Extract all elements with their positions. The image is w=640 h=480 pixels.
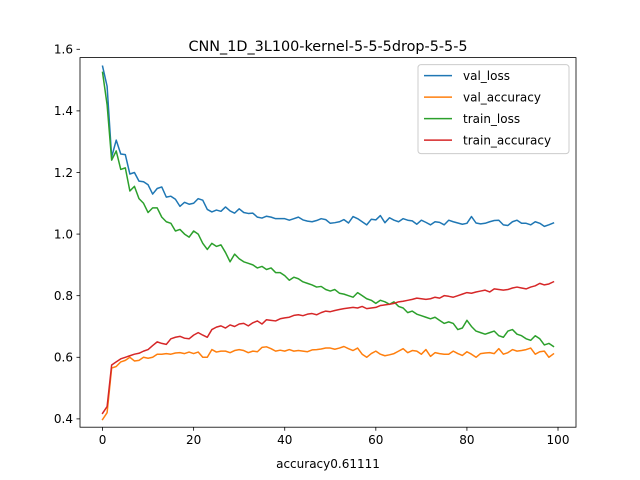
x-tick-label: 60 <box>368 433 383 447</box>
x-axis-ticks: 0 20 40 60 80 100 <box>99 427 570 447</box>
series-line-train-accuracy <box>101 280 555 415</box>
series-lines <box>101 65 555 421</box>
x-axis-label: accuracy0.61111 <box>276 457 380 471</box>
y-tick-label: 1.6 <box>54 43 73 57</box>
series-line-val-accuracy <box>101 345 555 421</box>
legend-label-train-loss: train_loss <box>463 112 520 126</box>
plot-frame <box>79 57 577 428</box>
chart-title: CNN_1D_3L100-kernel-5-5-5drop-5-5-5 <box>188 39 467 55</box>
legend: val_loss val_accuracy train_loss train_accu… <box>417 64 570 155</box>
x-tick-label: 100 <box>547 433 570 447</box>
x-tick-label: 0 <box>99 433 107 447</box>
legend-label-train-accuracy: train_accuracy <box>463 133 551 147</box>
series-line-val-loss <box>101 65 555 228</box>
y-tick-label: 0.4 <box>54 412 73 426</box>
legend-label-val-loss: val_loss <box>463 69 510 83</box>
legend-box <box>417 64 570 155</box>
y-tick-label: 0.8 <box>54 289 73 303</box>
x-tick-label: 40 <box>277 433 292 447</box>
y-tick-label: 1.4 <box>54 104 73 118</box>
x-tick-label: 20 <box>186 433 201 447</box>
series-line-train-loss <box>101 71 555 348</box>
x-tick-label: 80 <box>459 433 474 447</box>
y-tick-label: 0.6 <box>54 351 73 365</box>
y-tick-label: 1.2 <box>54 166 73 180</box>
y-axis-ticks: 0.4 0.6 0.8 1.0 1.2 1.4 1.6 <box>54 43 80 426</box>
legend-label-val-accuracy: val_accuracy <box>463 90 541 104</box>
y-tick-label: 1.0 <box>54 227 73 241</box>
